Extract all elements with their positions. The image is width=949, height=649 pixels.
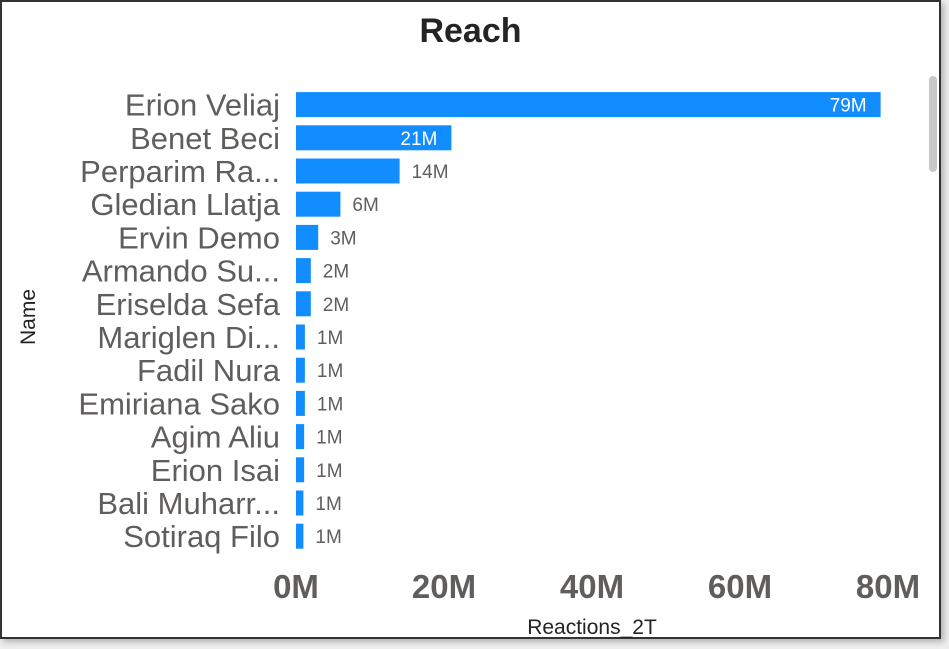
y-axis-title: Name: [17, 289, 40, 345]
data-label: 21M: [400, 129, 437, 150]
bar: [296, 390, 305, 416]
data-label: 1M: [316, 428, 342, 449]
category-label: Sotiraq Filo: [123, 519, 280, 554]
data-label: 1M: [315, 527, 341, 548]
data-label: 1M: [316, 461, 342, 482]
bar: [296, 424, 305, 450]
bar: [296, 191, 341, 217]
x-axis-title: Reactions_2T: [527, 616, 657, 639]
category-label: Gledian Llatja: [90, 187, 280, 222]
data-label: 1M: [317, 328, 343, 349]
bar: [296, 490, 304, 516]
category-label: Fadil Nura: [137, 353, 281, 388]
bar: [296, 92, 881, 118]
bar-chart: Erion Veliaj 79M Benet Beci 21M Perparim Ra.…: [17, 88, 920, 639]
data-label: 2M: [323, 262, 349, 283]
category-label: Benet Beci: [130, 121, 280, 156]
data-label: 1M: [317, 361, 343, 382]
category-label: Armando Su...: [82, 254, 280, 289]
data-label: 6M: [352, 195, 378, 216]
data-label: 1M: [317, 394, 343, 415]
category-label: Erion Isai: [151, 453, 280, 488]
data-label: 3M: [330, 228, 356, 249]
category-label: Emiriana Sako: [78, 386, 280, 421]
vertical-scrollbar[interactable]: [927, 74, 939, 556]
bar: [296, 224, 319, 250]
bar: [296, 158, 400, 184]
category-label: Mariglen Di...: [97, 320, 280, 355]
bar: [296, 523, 304, 549]
category-label: Erion Veliaj: [125, 88, 280, 123]
category-label: Perparim Ra...: [80, 154, 280, 189]
bar: [296, 258, 311, 284]
category-label: Eriselda Sefa: [96, 287, 281, 322]
chart-title: Reach: [419, 12, 522, 50]
bar: [296, 324, 305, 350]
x-tick-label: 40M: [560, 568, 624, 605]
x-tick-label: 80M: [856, 568, 920, 605]
category-label: Agim Aliu: [151, 420, 280, 455]
bar: [296, 457, 305, 483]
x-tick-label: 20M: [412, 568, 476, 605]
category-label: Ervin Demo: [118, 220, 280, 255]
scrollbar-thumb[interactable]: [929, 76, 937, 172]
x-tick-label: 0M: [273, 568, 319, 605]
bar: [296, 357, 305, 383]
category-label: Bali Muharr...: [97, 486, 280, 521]
bar: [296, 125, 452, 151]
bar: [296, 291, 311, 317]
x-tick-label: 60M: [708, 568, 772, 605]
data-label: 79M: [830, 96, 867, 117]
data-label: 1M: [315, 494, 341, 515]
data-label: 2M: [323, 295, 349, 316]
chart-visual: Reach Erion Veliaj 79M Benet Beci 21M Perpar…: [0, 0, 941, 639]
data-label: 14M: [412, 162, 449, 183]
